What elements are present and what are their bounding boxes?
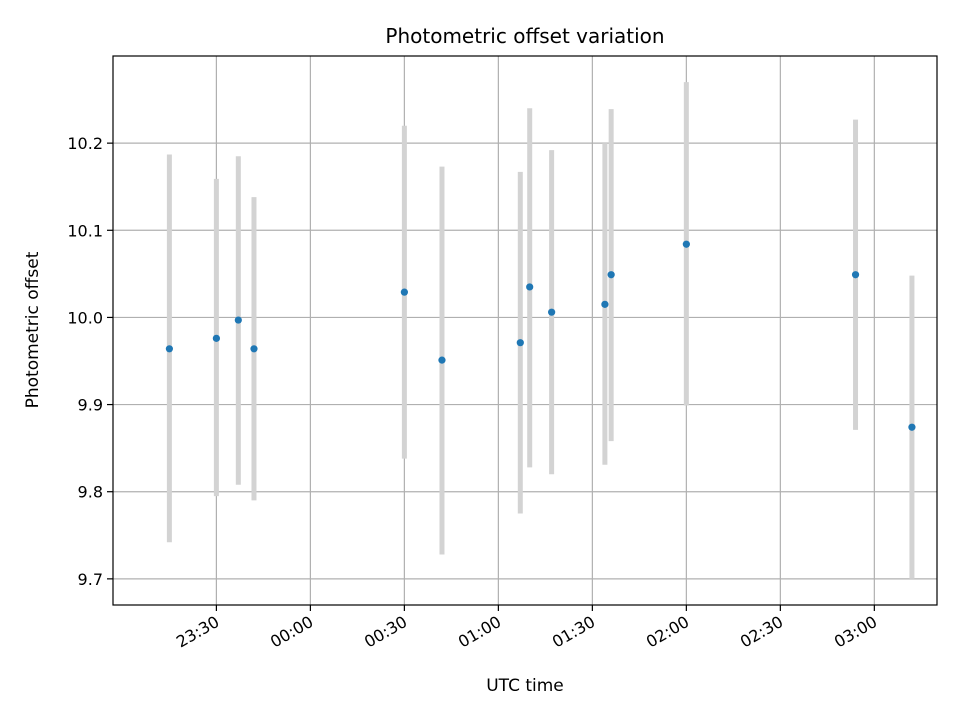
y-tick-label: 9.7 bbox=[78, 570, 103, 589]
data-point bbox=[607, 271, 615, 279]
y-tick-label: 9.9 bbox=[78, 396, 103, 415]
y-axis-title: Photometric offset bbox=[23, 251, 43, 408]
y-tick-label: 10.0 bbox=[67, 308, 103, 327]
data-point bbox=[438, 356, 446, 364]
data-point bbox=[601, 300, 609, 308]
data-point bbox=[212, 334, 220, 342]
data-points bbox=[165, 240, 916, 431]
plot-area bbox=[113, 56, 937, 605]
data-point bbox=[682, 240, 690, 248]
data-point bbox=[548, 308, 556, 316]
data-point bbox=[908, 423, 916, 431]
data-point bbox=[851, 271, 860, 279]
y-axis: 9.7 9.8 9.9 10.0 10.1 10.2 bbox=[67, 134, 113, 589]
data-point bbox=[250, 345, 258, 353]
data-point bbox=[165, 345, 173, 353]
data-point bbox=[400, 288, 408, 296]
data-point bbox=[516, 339, 524, 347]
x-axis-title: UTC time bbox=[486, 676, 564, 696]
plot-frame bbox=[112, 55, 938, 606]
y-tick-label: 9.8 bbox=[78, 483, 103, 502]
chart-title: Photometric offset variation bbox=[385, 24, 664, 48]
data-point bbox=[234, 316, 242, 324]
y-tick-label: 10.2 bbox=[67, 134, 103, 153]
y-tick-label: 10.1 bbox=[67, 221, 103, 240]
data-point bbox=[526, 283, 534, 291]
